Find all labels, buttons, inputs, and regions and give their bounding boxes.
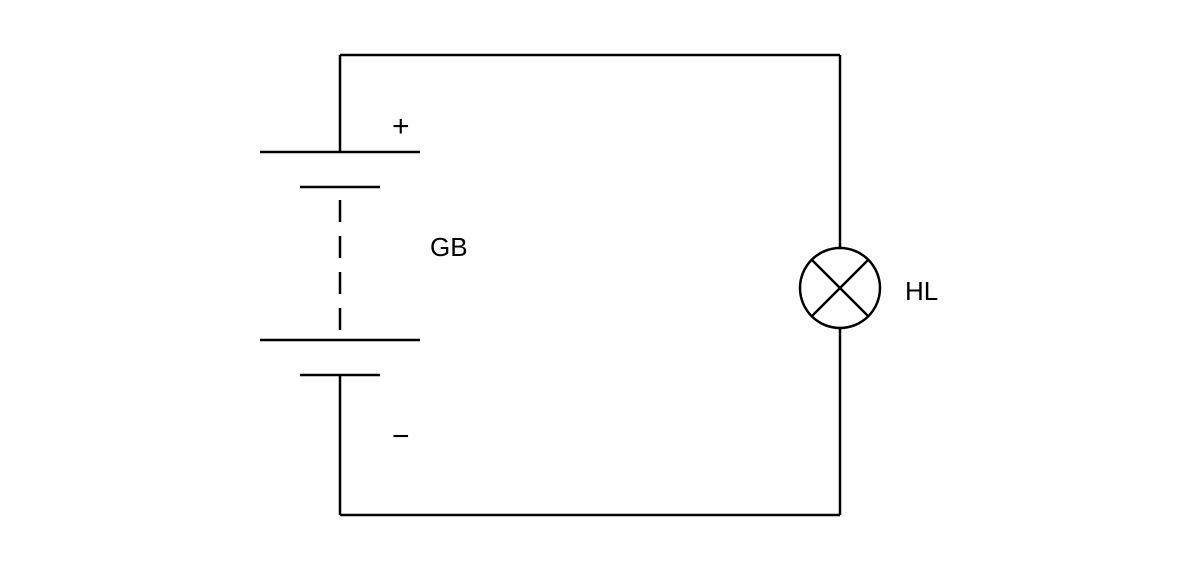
battery-label: GB [430,232,468,263]
minus-sign: − [392,420,410,454]
lamp-label: HL [905,276,938,307]
plus-sign: + [392,110,410,144]
circuit-diagram [0,0,1200,574]
